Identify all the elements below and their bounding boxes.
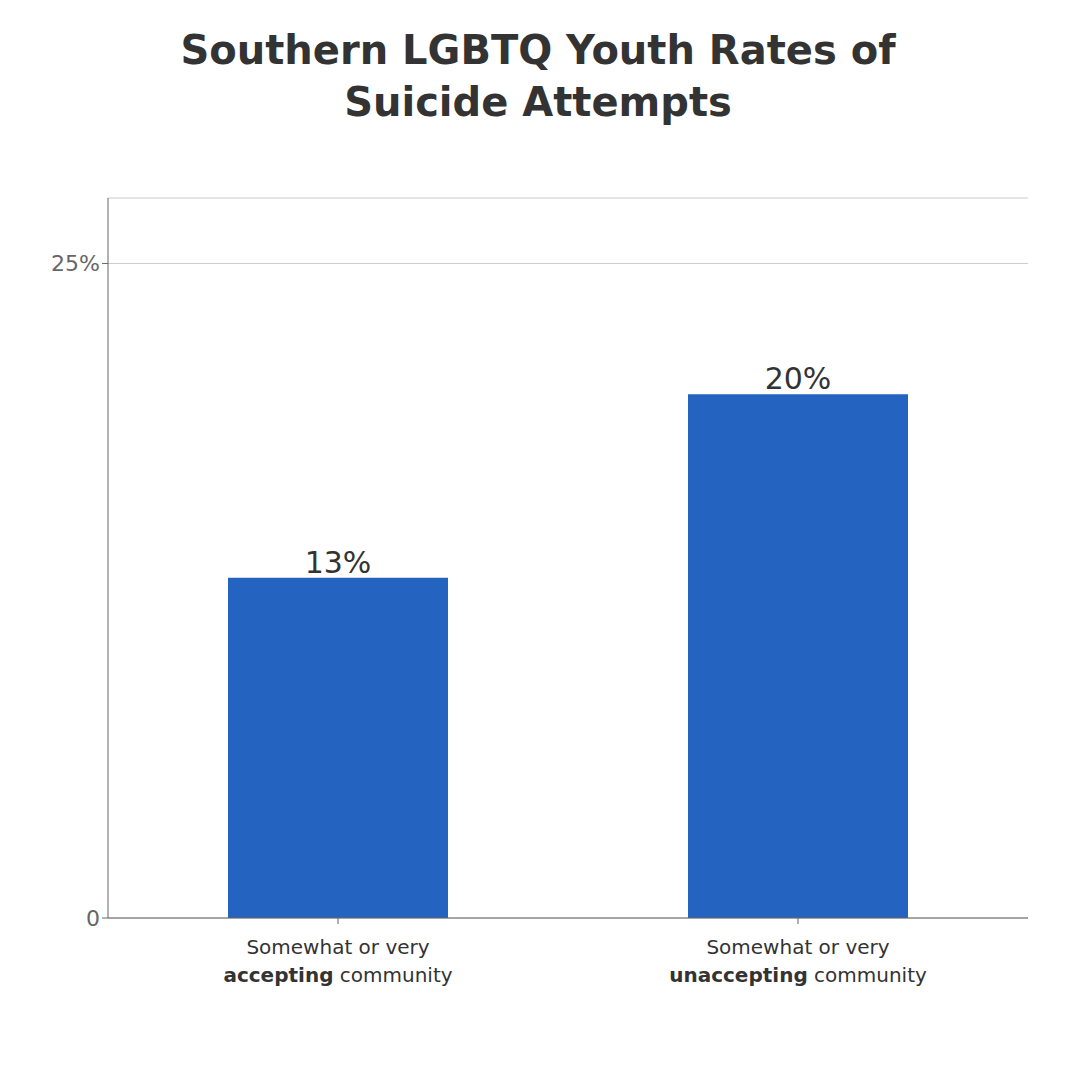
svg-text:13%: 13% <box>305 545 372 580</box>
svg-text:Somewhat or veryunaccepting co: Somewhat or veryunaccepting community <box>669 935 927 987</box>
svg-text:25%: 25% <box>51 251 100 276</box>
svg-text:0: 0 <box>86 906 100 931</box>
svg-text:Somewhat or veryaccepting comm: Somewhat or veryaccepting community <box>223 935 452 987</box>
html-text:Southern LGBTQ Youth Rates of: Southern LGBTQ Youth Rates of Suicide At… <box>180 27 896 125</box>
svg-text:20%: 20% <box>765 361 832 396</box>
